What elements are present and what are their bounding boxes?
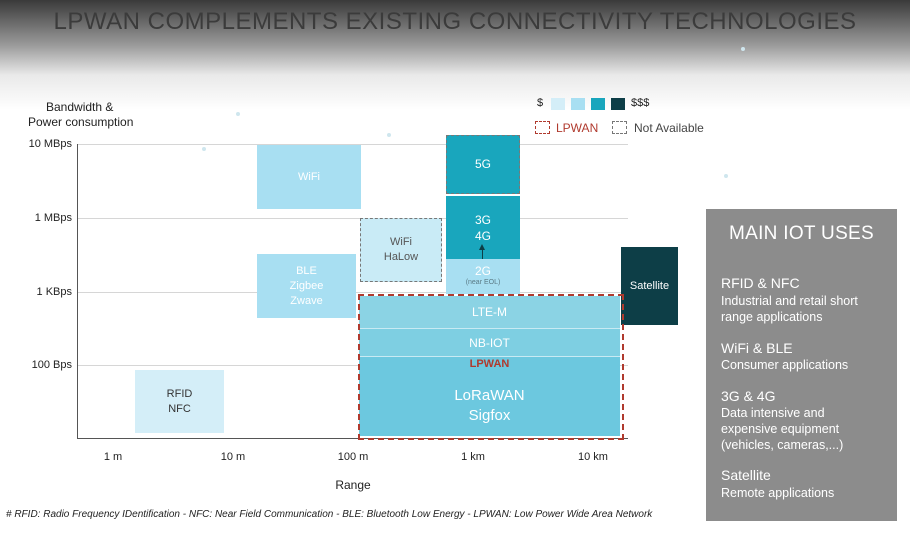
gridline: [78, 218, 628, 219]
lpwan-divider: [359, 328, 620, 329]
tech-halow-line2: HaLow: [383, 251, 419, 263]
y-tick-label: 1 KBps: [36, 286, 72, 298]
tech-lora-sigfox: LoRaWAN Sigfox: [359, 380, 620, 432]
x-tick-label: 1 m: [103, 451, 123, 463]
tech-4g-label: 4G: [474, 228, 491, 243]
main-iot-uses-panel: MAIN IOT USES RFID & NFC Industrial and …: [706, 209, 897, 521]
use-description: Data intensive and expensive equipment (…: [721, 405, 893, 453]
use-desc-line: expensive equipment: [721, 422, 840, 436]
tech-wifi-halow: WiFi HaLow: [360, 218, 442, 282]
legend-tier3-swatch: [591, 98, 605, 110]
decorative-dot: [202, 147, 206, 151]
tech-satellite-label: Satellite: [629, 279, 670, 292]
page-title: LPWAN COMPLEMENTS EXISTING CONNECTIVITY …: [53, 8, 857, 35]
use-heading: RFID & NFC: [721, 275, 800, 291]
y-tick-label: 1 MBps: [34, 212, 72, 224]
legend-not-available-swatch: [612, 121, 627, 134]
upgrade-arrow-line: [482, 248, 483, 264]
tech-nb-iot: NB-IOT: [359, 329, 620, 357]
y-axis-label-line1: Bandwidth &: [46, 100, 114, 114]
use-heading: 3G & 4G: [721, 388, 776, 404]
use-heading: WiFi & BLE: [721, 340, 793, 356]
tech-rfid-line2: NFC: [168, 402, 191, 415]
decorative-dot: [236, 112, 240, 116]
use-description: Remote applications: [721, 485, 893, 501]
tech-ble-line3: Zwave: [290, 294, 323, 307]
gridline: [78, 365, 628, 366]
tech-sigfox-label: Sigfox: [468, 407, 511, 424]
legend-cost-low: $: [537, 97, 544, 109]
tech-2g: 2G (near EOL): [446, 259, 520, 294]
tech-wifi-label: WiFi: [298, 170, 320, 183]
y-axis: [77, 144, 78, 439]
tech-ble-line1: BLE: [296, 264, 317, 277]
use-heading: Satellite: [721, 467, 771, 483]
y-axis-label: Bandwidth & Power consumption: [28, 100, 148, 130]
x-axis-label: Range: [335, 478, 371, 492]
tech-wifi: WiFi: [257, 145, 361, 209]
tech-lte-m-label: LTE-M: [471, 305, 508, 319]
tech-2g-label: 2G: [474, 263, 491, 278]
tech-halow-line1: WiFi: [390, 236, 412, 248]
use-desc-line: (vehicles, cameras,...): [721, 438, 844, 452]
lpwan-dashed-border: [358, 294, 624, 440]
use-desc-line: range applications: [721, 310, 823, 324]
legend-cost-high: $$$: [631, 97, 650, 109]
panel-title: MAIN IOT USES: [728, 223, 875, 244]
tech-3g-label: 3G: [474, 212, 491, 227]
tech-rfid-line1: RFID: [166, 387, 193, 400]
legend-tier2-swatch: [571, 98, 585, 110]
legend-tier1-swatch: [551, 98, 565, 110]
y-axis-label-line2: Power consumption: [28, 115, 134, 129]
tech-2g-note: (near EOL): [465, 278, 501, 286]
x-axis: [77, 438, 628, 439]
legend-lpwan-swatch: [535, 121, 550, 134]
tech-5g: 5G: [446, 135, 520, 194]
use-desc-line: Industrial and retail short: [721, 294, 858, 308]
legend-not-available-label: Not Available: [634, 121, 704, 135]
tech-rfid: RFID NFC: [135, 370, 224, 433]
use-desc-line: Data intensive and: [721, 406, 825, 420]
tech-ble: BLE Zigbee Zwave: [257, 254, 356, 318]
x-tick-label: 1 km: [461, 451, 485, 463]
use-desc-line: Remote applications: [721, 486, 835, 500]
decorative-dot: [724, 174, 728, 178]
gridline: [78, 144, 628, 145]
use-description: Industrial and retail short range applic…: [721, 293, 893, 325]
lpwan-divider: [359, 356, 620, 357]
lpwan-label: LPWAN: [469, 358, 510, 370]
tech-5g-label: 5G: [474, 157, 491, 171]
x-tick-label: 100 m: [337, 451, 369, 463]
tech-ble-line2: Zigbee: [289, 279, 324, 292]
y-tick-label: 100 Bps: [31, 359, 72, 371]
x-tick-label: 10 km: [578, 451, 608, 463]
decorative-dot: [741, 47, 745, 51]
legend-tier4-swatch: [611, 98, 625, 110]
use-description: Consumer applications: [721, 357, 893, 373]
legend-lpwan-label: LPWAN: [556, 121, 599, 135]
upgrade-arrow-icon: [479, 244, 485, 250]
x-tick-label: 10 m: [220, 451, 246, 463]
tech-lte-m: LTE-M: [359, 296, 620, 329]
footnote: # RFID: Radio Frequency IDentification -…: [6, 509, 653, 520]
y-tick-label: 10 MBps: [28, 138, 72, 150]
tech-satellite: Satellite: [621, 247, 678, 325]
tech-lorawan-label: LoRaWAN: [454, 387, 525, 404]
tech-nb-iot-label: NB-IOT: [469, 335, 510, 350]
use-desc-line: Consumer applications: [721, 358, 849, 372]
decorative-dot: [387, 133, 391, 137]
